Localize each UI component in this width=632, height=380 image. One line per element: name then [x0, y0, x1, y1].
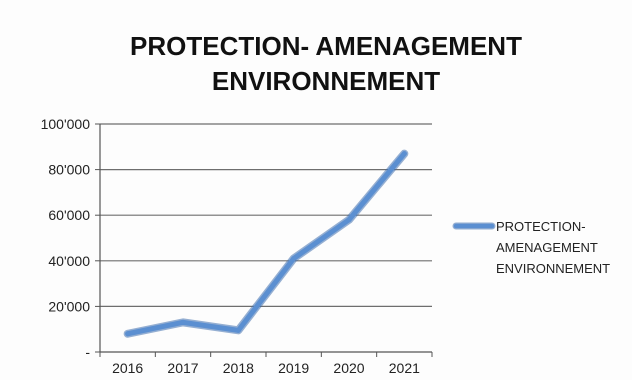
- data-point: [291, 256, 297, 262]
- legend-label-line: PROTECTION-: [496, 219, 586, 234]
- y-tick-label: 20'000: [48, 298, 90, 314]
- y-axis-ticks: - 20'000 40'000 60'000 80'000 100'000: [41, 116, 100, 360]
- x-axis-ticks: 2016 2017 2018 2019 2020 2021: [99, 352, 433, 376]
- chart-title-line-1: PROTECTION- AMENAGEMENT: [130, 31, 522, 61]
- data-point: [346, 217, 352, 223]
- data-point: [125, 331, 131, 337]
- chart-title-line-2: ENVIRONNEMENT: [212, 66, 440, 96]
- x-tick-label: 2020: [333, 360, 364, 376]
- legend: PROTECTION- AMENAGEMENT ENVIRONNEMENT: [452, 219, 610, 276]
- y-tick-label: 60'000: [48, 207, 90, 223]
- x-tick-label: 2018: [223, 360, 254, 376]
- series-layer: [123, 149, 409, 338]
- axes: [99, 124, 432, 353]
- y-tick-label: 80'000: [48, 162, 90, 178]
- x-tick-label: 2019: [278, 360, 309, 376]
- data-point: [180, 319, 186, 325]
- x-tick-label: 2016: [112, 360, 143, 376]
- y-tick-label: 40'000: [48, 253, 90, 269]
- series-line: [125, 151, 407, 337]
- legend-label-line: AMENAGEMENT: [496, 240, 598, 255]
- x-tick-label: 2021: [389, 360, 420, 376]
- y-tick-label: 100'000: [41, 116, 91, 132]
- legend-label-line: ENVIRONNEMENT: [496, 261, 610, 276]
- gridlines: [100, 123, 432, 307]
- data-point: [401, 151, 407, 157]
- x-tick-label: 2017: [167, 360, 198, 376]
- data-point: [235, 327, 241, 333]
- y-tick-label: -: [85, 344, 90, 360]
- legend-label: PROTECTION- AMENAGEMENT ENVIRONNEMENT: [496, 219, 610, 276]
